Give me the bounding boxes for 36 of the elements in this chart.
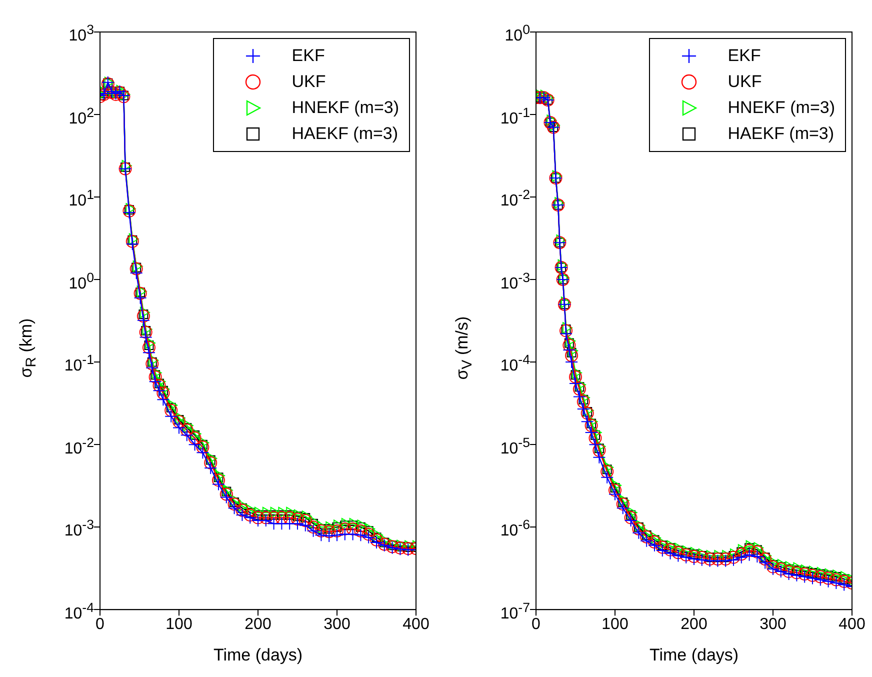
y-tick-label: 10$^{-3}$ [500,268,530,293]
y-tick-label: 10$^{1}$ [68,186,94,210]
x-tick-label: 300 [760,616,786,634]
y-tick-label: 10$^{-3}$ [64,516,94,540]
x-tick-label: 300 [324,616,350,634]
y-tick-label: 10$^{-2}$ [500,186,530,210]
legend-label: HNEKF (m=3) [728,98,835,118]
x-tick-label: 200 [680,616,708,634]
y-tick-label: 10$^{-1}$ [500,104,530,128]
y-tick-label: 10$^{0}$ [504,21,530,46]
y-tick-label: 10$^{-4}$ [500,351,530,376]
x-tick-label: 200 [244,616,272,634]
y-tick-label: 10$^{-2}$ [64,434,94,458]
y-tick-label: 10$^{3}$ [68,21,94,46]
y-tick-label: 10$^{2}$ [68,104,94,128]
x-tick-label: 400 [402,616,430,634]
legend-label: UKF [728,72,762,92]
x-tick-label: 400 [838,616,866,634]
legend-label: HNEKF (m=3) [292,98,399,118]
y-tick-label: 10$^{0}$ [68,268,94,293]
x-axis-title: Time (days) [649,645,739,664]
legend-label: EKF [292,46,325,66]
legend-label: HAEKF (m=3) [728,124,834,144]
x-tick-label: 100 [602,616,628,634]
y-tick-label: 10$^{-5}$ [500,434,530,458]
y-tick-label: 10$^{-4}$ [64,598,94,623]
y-tick-label: 10$^{-1}$ [64,351,94,376]
x-tick-label: 0 [532,616,540,634]
x-axis-title: Time (days) [213,645,303,664]
y-tick-label: 10$^{-7}$ [500,598,530,623]
legend-label: HAEKF (m=3) [292,124,398,144]
y-tick-label: 10$^{-6}$ [500,516,530,540]
legend-label: EKF [728,46,761,66]
x-tick-label: 100 [166,616,192,634]
legend-label: UKF [292,72,326,92]
x-tick-label: 0 [96,616,104,634]
